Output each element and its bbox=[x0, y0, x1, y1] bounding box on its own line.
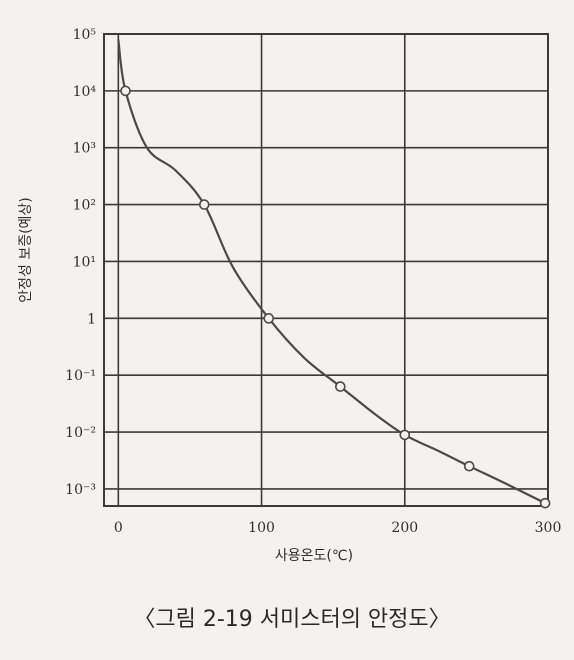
y-tick-label: 10¹ bbox=[73, 254, 96, 270]
stability-curve bbox=[117, 39, 546, 505]
data-point bbox=[198, 199, 210, 210]
y-tick-label: 10² bbox=[73, 198, 96, 214]
x-tick-label: 300 bbox=[535, 520, 562, 536]
x-tick-label: 200 bbox=[391, 520, 418, 536]
y-tick-labels: 10⁵ 10⁴ 10³ 10² 10¹ 1 10⁻¹ 10⁻² 10⁻³ bbox=[65, 27, 96, 498]
x-tick-labels: 0 100 200 300 bbox=[114, 520, 562, 536]
y-tick-label: 10⁵ bbox=[73, 27, 97, 43]
data-point bbox=[463, 460, 475, 472]
data-point bbox=[399, 429, 411, 441]
data-points bbox=[120, 85, 551, 509]
data-point bbox=[120, 85, 131, 97]
x-axis-title: 사용온도(℃) bbox=[275, 548, 353, 564]
y-tick-label: 10³ bbox=[73, 141, 96, 157]
figure-caption: 〈그림 2-19 서미스터의 안정도〉 bbox=[133, 607, 450, 632]
grid bbox=[104, 33, 549, 506]
y-tick-label: 10⁻² bbox=[65, 425, 96, 441]
plot-border bbox=[103, 33, 549, 507]
data-point bbox=[335, 381, 346, 392]
data-point bbox=[263, 313, 275, 324]
plot-frame bbox=[103, 33, 549, 507]
x-tick-label: 0 bbox=[114, 520, 123, 536]
y-tick-label: 1 bbox=[87, 311, 96, 327]
y-tick-label: 10⁴ bbox=[73, 84, 97, 100]
y-tick-label: 10⁻³ bbox=[65, 482, 96, 498]
y-tick-label: 10⁻¹ bbox=[65, 368, 96, 384]
x-tick-label: 100 bbox=[248, 520, 275, 536]
data-point bbox=[539, 497, 551, 509]
y-axis-title: 안정성 보증(예상) bbox=[18, 197, 34, 303]
